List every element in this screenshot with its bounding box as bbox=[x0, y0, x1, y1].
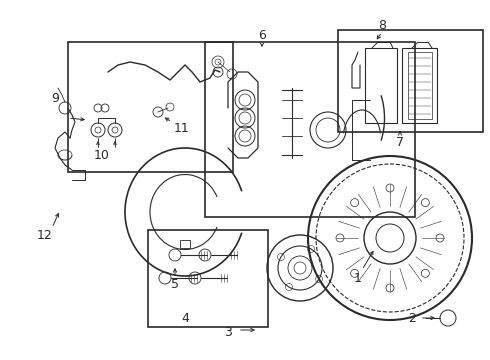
Text: 1: 1 bbox=[354, 271, 362, 284]
Text: 10: 10 bbox=[94, 149, 110, 162]
Text: 4: 4 bbox=[181, 311, 189, 324]
Text: 8: 8 bbox=[378, 18, 386, 32]
Text: 3: 3 bbox=[224, 327, 232, 339]
Text: 11: 11 bbox=[174, 122, 190, 135]
Bar bbox=[180, 240, 190, 248]
Text: 6: 6 bbox=[258, 28, 266, 41]
Text: 12: 12 bbox=[37, 229, 53, 242]
Bar bbox=[408, 52, 432, 119]
Text: 2: 2 bbox=[408, 311, 416, 324]
Text: 9: 9 bbox=[51, 91, 59, 104]
Bar bbox=[365, 48, 397, 123]
Bar bbox=[402, 48, 437, 123]
Text: 5: 5 bbox=[171, 279, 179, 292]
Bar bbox=[205, 42, 415, 217]
Bar bbox=[68, 42, 233, 172]
Text: 7: 7 bbox=[396, 135, 404, 149]
Bar bbox=[338, 30, 483, 132]
Bar bbox=[148, 230, 268, 327]
